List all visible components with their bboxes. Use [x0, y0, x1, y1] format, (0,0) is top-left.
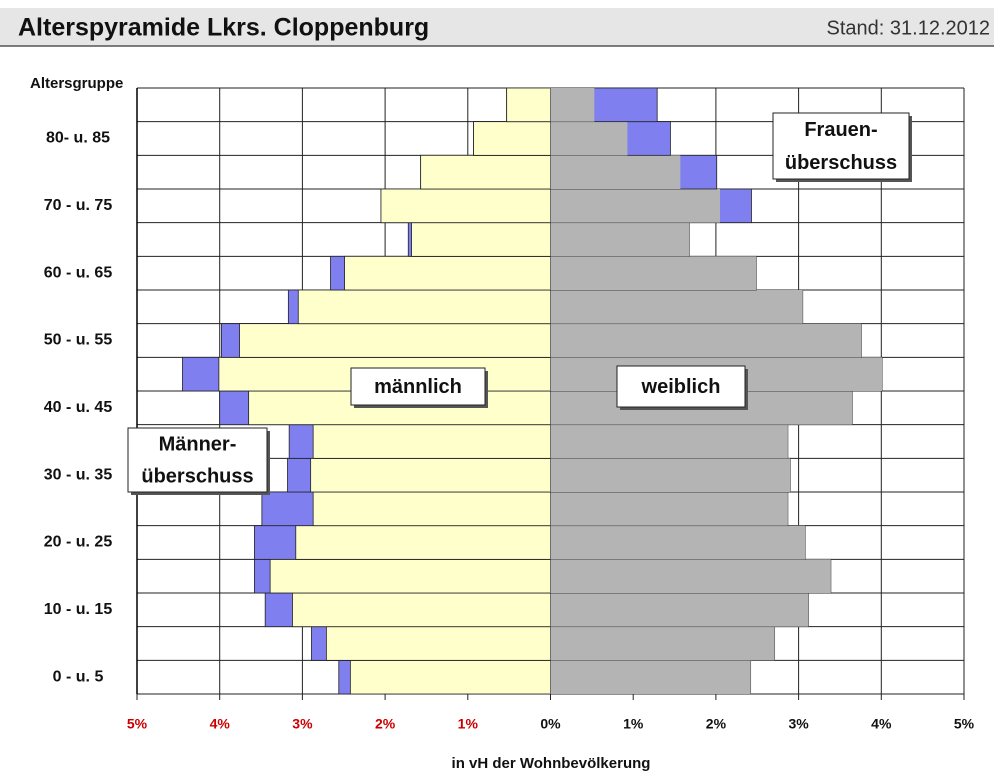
header-bar — [0, 8, 994, 46]
male-common-bar — [297, 289, 551, 325]
female-common-bar — [550, 189, 721, 223]
annotation-box — [127, 427, 268, 493]
title: Alterspyramide Lkrs. Cloppenburg — [18, 14, 429, 42]
legend-female-box — [616, 365, 746, 408]
male-common-bar — [295, 525, 551, 560]
x-tick-label: 2% — [375, 716, 396, 732]
female-common-bar — [550, 492, 788, 526]
male-common-bar — [506, 87, 551, 123]
x-tick-label: 0% — [540, 716, 561, 732]
male-common-bar — [325, 626, 551, 661]
female-common-bar — [550, 290, 803, 324]
female-common-bar — [550, 256, 757, 290]
x-tick-label: 1% — [458, 716, 479, 732]
female-common-bar — [550, 88, 595, 122]
female-common-bar — [550, 525, 806, 560]
female-common-bar — [550, 660, 751, 694]
x-tick-label: 2% — [706, 716, 727, 732]
male-common-bar — [312, 424, 551, 459]
female-common-bar — [550, 323, 862, 358]
annotation: Frauen- — [804, 119, 877, 141]
x-tick-label: 3% — [292, 716, 313, 732]
female-common-bar — [550, 458, 791, 492]
male-common-bar — [380, 188, 551, 224]
female-common-bar — [550, 559, 831, 593]
x-tick-label: 1% — [623, 716, 644, 732]
legend-male: männlich — [374, 376, 462, 398]
x-axis-label: in vH der Wohnbevölkerung — [452, 755, 651, 772]
x-tick-label: 5% — [954, 716, 975, 732]
x-tick-label: 4% — [210, 716, 231, 732]
legend-male-box — [350, 367, 486, 406]
annotation: überschuss — [141, 465, 253, 487]
y-tick-label: 30 - u. 35 — [44, 466, 113, 483]
male-common-bar — [312, 491, 551, 527]
male-common-bar — [310, 457, 551, 493]
female-common-bar — [550, 222, 690, 257]
y-tick-label: 40 - u. 45 — [44, 399, 113, 416]
male-common-bar — [349, 659, 551, 695]
x-tick-label: 4% — [871, 716, 892, 732]
male-common-bar — [473, 121, 551, 156]
x-tick-label: 3% — [788, 716, 809, 732]
x-tick-label: 5% — [127, 716, 148, 732]
y-tick-label: 50 - u. 55 — [44, 332, 113, 349]
y-tick-label: 0 - u. 5 — [53, 668, 104, 685]
male-common-bar — [269, 558, 551, 594]
y-tick-label: 70 - u. 75 — [44, 197, 113, 214]
female-common-bar — [550, 593, 809, 627]
female-common-bar — [550, 155, 681, 189]
male-common-bar — [292, 592, 551, 628]
female-common-bar — [550, 626, 775, 661]
female-common-bar — [550, 424, 788, 459]
annotation: Männer- — [159, 433, 237, 455]
y-axis-label: Altersgruppe — [30, 75, 123, 92]
female-common-bar — [550, 121, 628, 156]
male-common-bar — [411, 222, 551, 257]
date: Stand: 31.12.2012 — [827, 17, 990, 39]
y-tick-label: 10 - u. 15 — [44, 601, 113, 618]
legend-female: weiblich — [641, 376, 721, 398]
male-common-bar — [239, 323, 551, 358]
male-common-bar — [420, 154, 551, 190]
y-tick-label: 60 - u. 65 — [44, 264, 113, 281]
annotation: überschuss — [785, 152, 897, 174]
y-tick-label: 80- u. 85 — [46, 130, 110, 147]
annotation-box — [772, 112, 910, 180]
male-common-bar — [344, 255, 551, 291]
y-tick-label: 20 - u. 25 — [44, 534, 113, 551]
